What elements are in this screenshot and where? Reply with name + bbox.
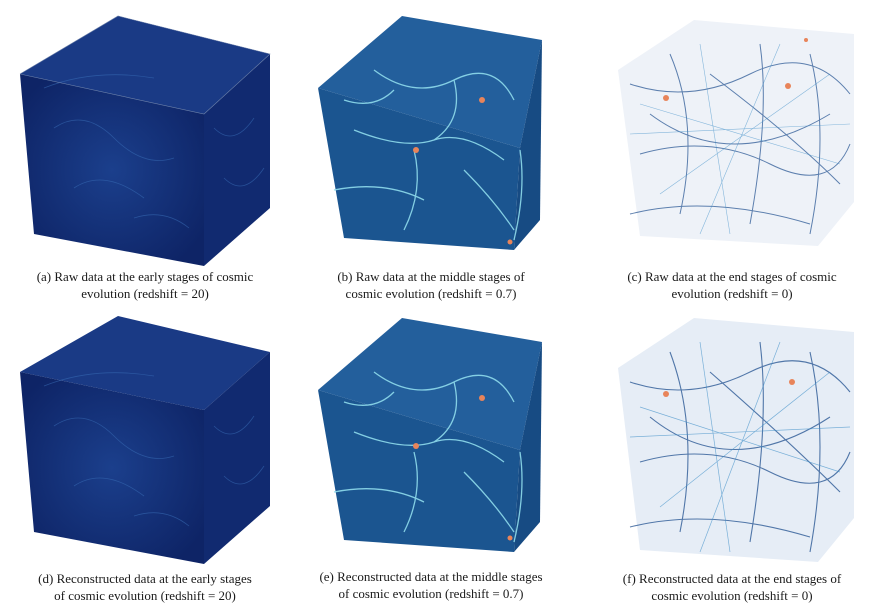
panel-d-image [14,310,276,568]
caption-f: (f) Reconstructed data at the end stages… [622,571,842,603]
cube-end-reconstructed [618,318,854,562]
cube-early-raw [19,15,271,266]
cube-middle-raw [318,16,542,250]
cube-early-reconstructed [20,316,270,564]
cube-end-raw [618,20,854,246]
panel-f-image [610,312,862,568]
caption-c: (c) Raw data at the end stages of cosmic… [627,269,837,301]
caption-a: (a) Raw data at the early stages of cosm… [36,269,254,301]
panel-e-image [314,312,546,558]
panel-b-image [314,10,546,256]
panel-c-image [610,14,862,252]
caption-e: (e) Reconstructed data at the middle sta… [319,569,543,601]
caption-b: (b) Raw data at the middle stages of cos… [337,269,525,301]
cube-middle-reconstructed [318,318,542,552]
panel-a-image [14,8,276,270]
caption-d: (d) Reconstructed data at the early stag… [38,571,252,603]
